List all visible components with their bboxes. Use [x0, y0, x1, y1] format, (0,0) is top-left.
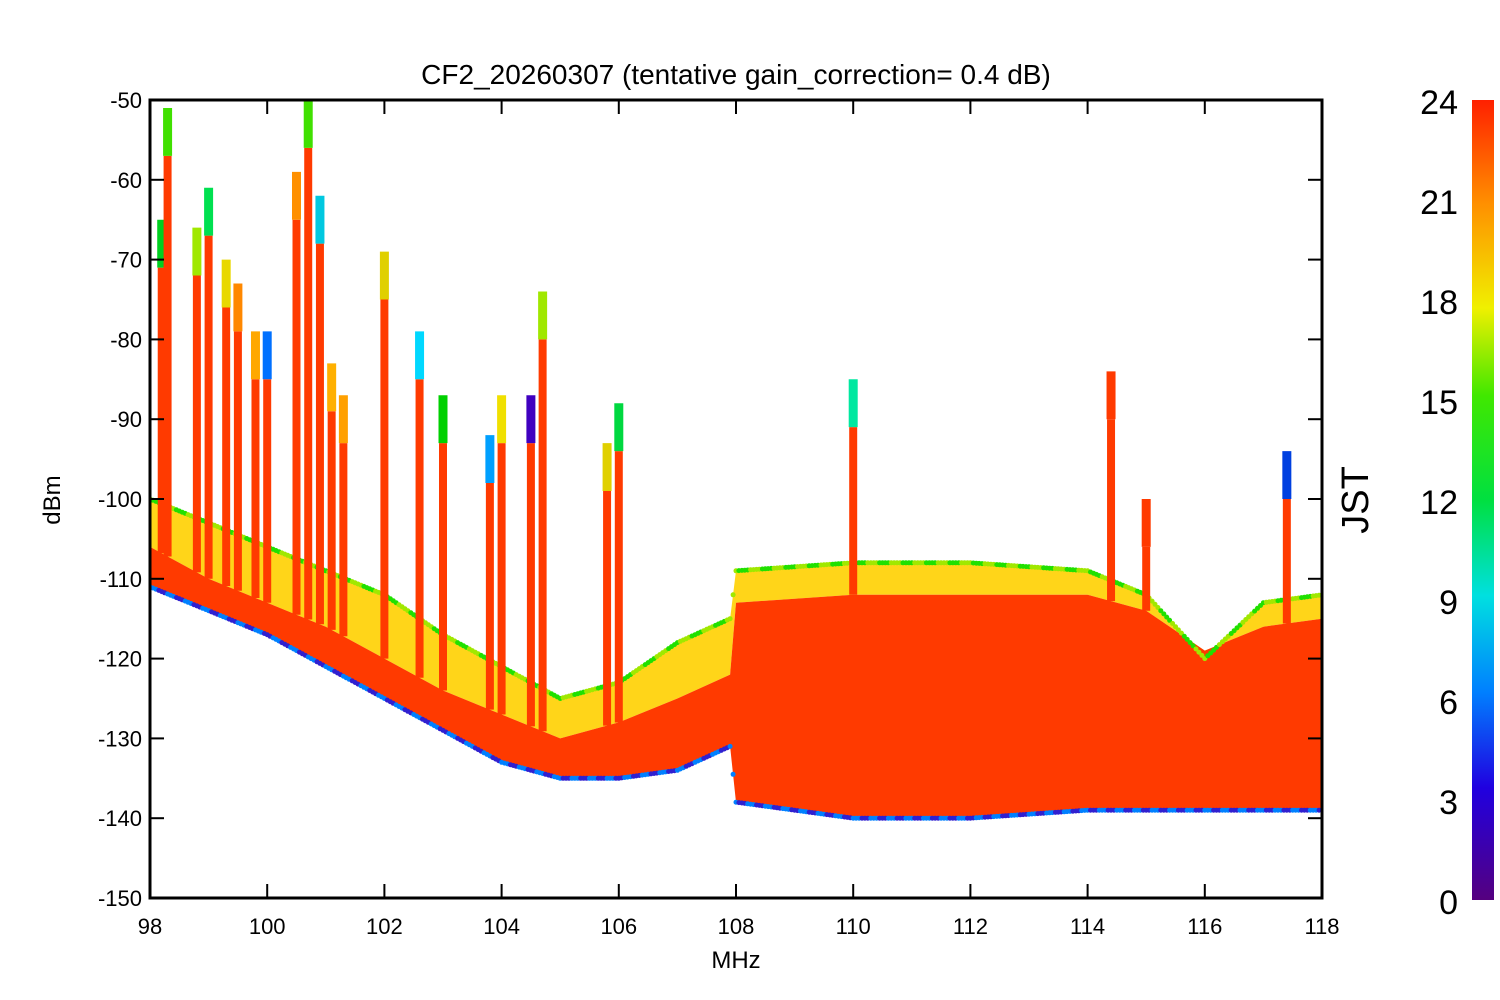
- y-tick-label: -110: [100, 567, 142, 592]
- y-axis-label: dBm: [39, 475, 66, 524]
- plot-area: [150, 100, 1322, 821]
- upper-envelope-point: [1190, 643, 1196, 649]
- y-tick-label: -60: [110, 168, 142, 193]
- y-tick-label: -80: [110, 327, 142, 352]
- y-tick-label: -120: [98, 647, 142, 672]
- x-tick-label: 110: [836, 914, 871, 939]
- colorbar-tick-label: 0: [1439, 884, 1458, 922]
- upper-envelope-point: [1187, 640, 1193, 646]
- dominant-noise-band: [150, 546, 1322, 819]
- upper-envelope-point: [1175, 627, 1181, 633]
- x-tick-label: 118: [1304, 914, 1339, 939]
- upper-envelope-point: [1199, 652, 1205, 658]
- y-axis-ticks: -50 -60 -70 -80 -90 -100 -110 -120 -130 -140 -150: [98, 88, 1322, 911]
- upper-envelope-point: [1170, 621, 1176, 626]
- lower-envelope-point: [730, 771, 736, 777]
- chart-title: CF2_20260307 (tentative gain_correction=…: [421, 59, 1051, 90]
- colorbar-label: JST: [1335, 466, 1377, 534]
- y-tick-label: -150: [98, 886, 142, 911]
- upper-envelope-point: [1178, 630, 1184, 636]
- upper-envelope-point: [1173, 624, 1178, 630]
- colorbar-tick-label: 3: [1439, 784, 1458, 822]
- colorbar-tick-label: 15: [1420, 384, 1458, 422]
- x-tick-label: 106: [600, 914, 637, 939]
- y-tick-label: -50: [110, 88, 142, 113]
- upper-envelope-point: [1161, 611, 1167, 617]
- x-tick-label: 100: [249, 914, 286, 939]
- upper-envelope-point: [1158, 608, 1164, 614]
- x-tick-label: 108: [718, 914, 755, 939]
- colorbar-ticks: 24 21 18 15 12 9 6 3 0: [1420, 84, 1458, 922]
- colorbar-tick-label: 21: [1420, 184, 1458, 222]
- x-tick-label: 104: [483, 914, 520, 939]
- y-tick-label: -130: [98, 726, 142, 751]
- upper-envelope-point: [1164, 614, 1170, 620]
- upper-envelope-point: [1152, 601, 1158, 607]
- upper-envelope-point: [1193, 646, 1199, 652]
- x-tick-label: 98: [138, 914, 162, 939]
- x-tick-label: 112: [953, 914, 988, 939]
- x-tick-label: 116: [1187, 914, 1222, 939]
- upper-envelope-point: [730, 592, 736, 598]
- y-tick-label: -90: [110, 407, 142, 432]
- y-tick-label: -140: [98, 806, 142, 831]
- upper-envelope-point: [727, 616, 733, 622]
- colorbar-tick-label: 9: [1439, 584, 1458, 622]
- x-tick-label: 102: [366, 914, 403, 939]
- y-tick-label: -70: [110, 248, 142, 273]
- upper-envelope-point: [1167, 617, 1173, 623]
- upper-envelope-point: [1196, 649, 1202, 655]
- lower-envelope-point: [727, 743, 733, 749]
- x-axis-label: MHz: [711, 947, 760, 974]
- colorbar: [1472, 100, 1494, 900]
- y-tick-label: -100: [98, 487, 142, 512]
- x-tick-label: 114: [1070, 914, 1105, 939]
- upper-envelope-point: [1184, 636, 1190, 642]
- upper-envelope-point: [1149, 598, 1155, 604]
- colorbar-tick-label: 6: [1439, 684, 1458, 722]
- colorbar-tick-label: 18: [1420, 284, 1458, 322]
- x-axis-ticks: 98 100 102 104 106 108 110 112 114 116 118: [138, 100, 1340, 939]
- colorbar-tick-label: 24: [1420, 84, 1458, 122]
- upper-envelope-point: [1155, 605, 1161, 610]
- colorbar-tick-label: 12: [1420, 484, 1458, 522]
